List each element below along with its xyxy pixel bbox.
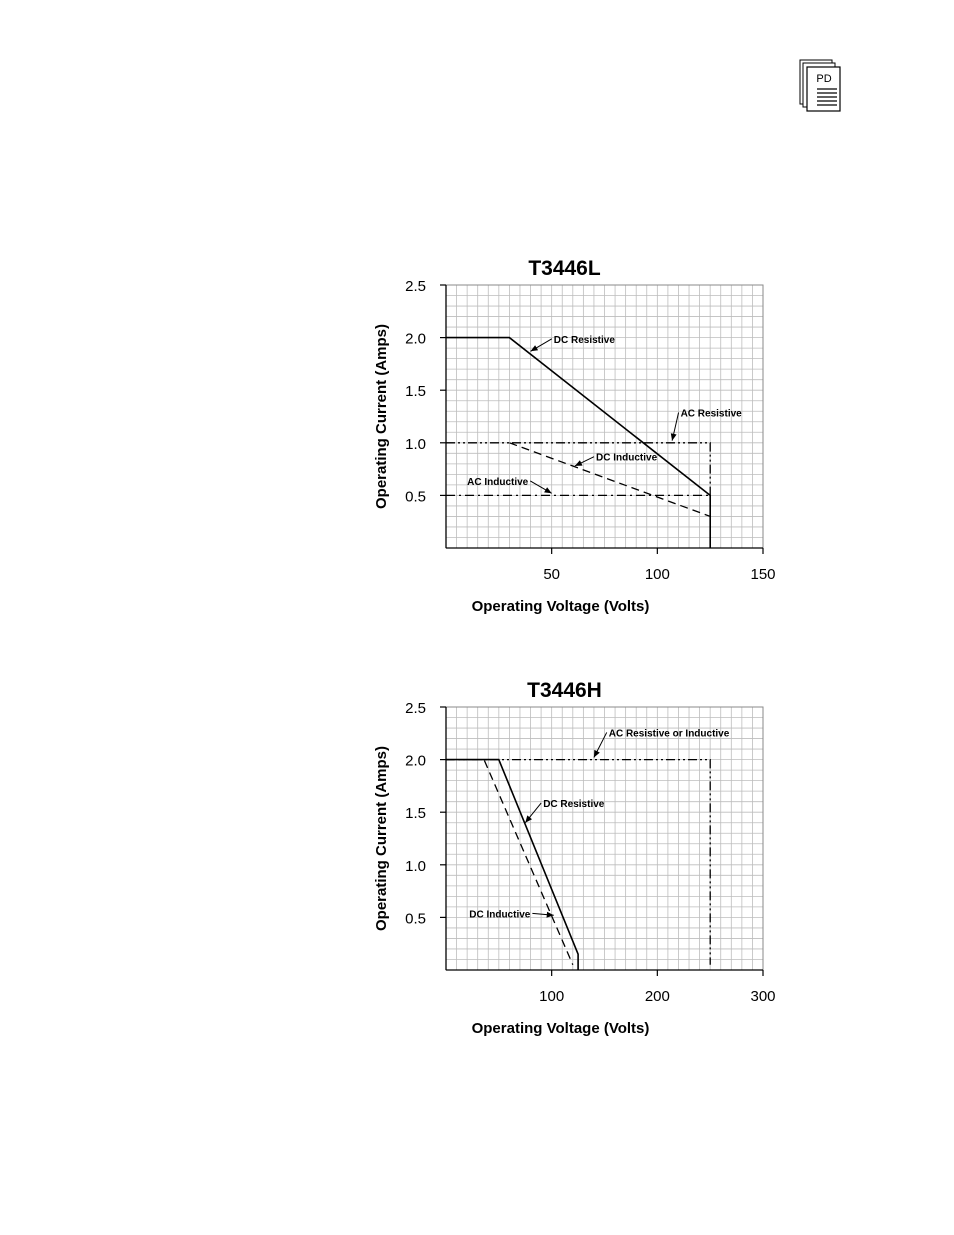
y-tick-label: 2.0 bbox=[405, 331, 426, 348]
annotation-arrowhead bbox=[574, 460, 583, 466]
x-axis-label: Operating Voltage (Volts) bbox=[472, 1020, 650, 1037]
annotation-arrowhead bbox=[525, 815, 532, 823]
x-tick-label: 50 bbox=[543, 566, 560, 583]
x-tick-label: 200 bbox=[645, 988, 670, 1005]
y-tick-label: 0.5 bbox=[405, 910, 426, 927]
annotation-label: DC Resistive bbox=[543, 799, 605, 810]
x-tick-label: 300 bbox=[750, 988, 775, 1005]
chart-title: T3446L bbox=[528, 257, 601, 280]
y-tick-label: 2.5 bbox=[405, 700, 426, 717]
y-tick-label: 2.5 bbox=[405, 278, 426, 295]
y-tick-label: 1.5 bbox=[405, 805, 426, 822]
y-tick-label: 1.0 bbox=[405, 858, 426, 875]
chart-title: T3446H bbox=[527, 679, 602, 702]
annotation-label: AC Inductive bbox=[467, 477, 529, 488]
grid bbox=[445, 284, 764, 549]
annotation-label: AC Resistive or Inductive bbox=[609, 728, 730, 739]
pd-icon-label: PD bbox=[816, 73, 831, 85]
annotation-arrowhead bbox=[670, 433, 677, 441]
annotation-arrowhead bbox=[593, 749, 600, 758]
chart-t3446l: 0.5 1.0 1.5 2.0 2.5 50 100 150 T3446L Operating V… bbox=[373, 257, 776, 615]
y-tick-label: 1.0 bbox=[405, 436, 426, 453]
x-tick-label: 100 bbox=[539, 988, 564, 1005]
y-tick-label: 0.5 bbox=[405, 488, 426, 505]
annotation-label: AC Resistive bbox=[681, 409, 743, 420]
chart-t3446h: 0.5 1.0 1.5 2.0 2.5 100 200 300 T3446H Operating … bbox=[373, 679, 776, 1037]
series-line-ac-resistive-or-inductive bbox=[446, 758, 711, 965]
series-line-dc-inductive bbox=[446, 758, 574, 965]
annotation-arrowhead bbox=[546, 911, 554, 918]
annotation-label: DC Resistive bbox=[554, 335, 616, 346]
x-tick-label: 100 bbox=[645, 566, 670, 583]
annotation-arrowhead bbox=[530, 345, 539, 352]
y-tick-label: 1.5 bbox=[405, 383, 426, 400]
y-axis-label: Operating Current (Amps) bbox=[373, 324, 390, 509]
series-line-dc-inductive bbox=[509, 442, 711, 548]
y-axis-label: Operating Current (Amps) bbox=[373, 746, 390, 931]
x-axis-label: Operating Voltage (Volts) bbox=[472, 598, 650, 615]
y-tick-label: 2.0 bbox=[405, 753, 426, 770]
x-tick-label: 150 bbox=[750, 566, 775, 583]
annotation-arrowhead bbox=[544, 487, 552, 494]
series-line-ac-resistive bbox=[446, 442, 711, 548]
grid bbox=[445, 706, 764, 971]
annotation-label: DC Inductive bbox=[596, 453, 658, 464]
pd-document-icon: PD bbox=[799, 59, 841, 112]
annotation-label: DC Inductive bbox=[469, 909, 531, 920]
